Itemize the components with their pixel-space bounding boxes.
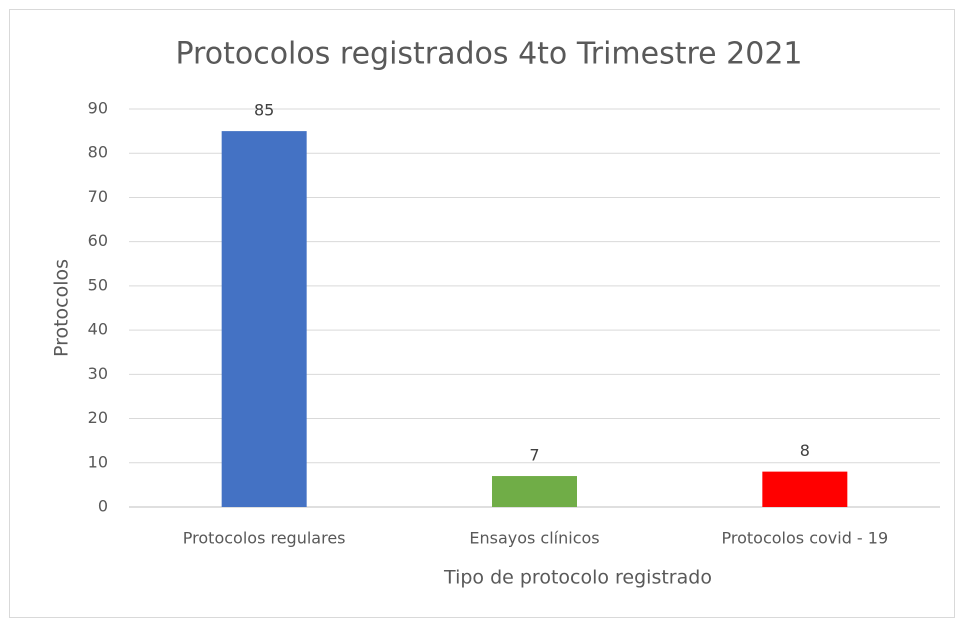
y-tick-label: 70 bbox=[88, 187, 108, 206]
data-label: 8 bbox=[800, 441, 810, 460]
y-tick-label: 40 bbox=[88, 320, 108, 339]
data-label: 7 bbox=[529, 446, 539, 465]
bar bbox=[221, 131, 307, 507]
chart-title: Protocolos registrados 4to Trimestre 202… bbox=[175, 37, 802, 72]
x-tick-label: Protocolos regulares bbox=[183, 529, 346, 548]
y-tick-label: 0 bbox=[98, 497, 108, 516]
y-tick-label: 90 bbox=[88, 99, 108, 118]
y-tick-label: 30 bbox=[88, 364, 108, 383]
bar bbox=[762, 471, 848, 507]
x-tick-label: Ensayos clínicos bbox=[469, 529, 599, 548]
x-tick-label: Protocolos covid - 19 bbox=[722, 529, 889, 548]
y-tick-label: 60 bbox=[88, 231, 108, 250]
x-axis-title: Tipo de protocolo registrado bbox=[443, 567, 712, 589]
y-tick-label: 80 bbox=[88, 143, 108, 162]
y-tick-label: 50 bbox=[88, 275, 108, 294]
bar bbox=[492, 476, 577, 507]
chart-border bbox=[9, 9, 955, 618]
data-label: 85 bbox=[254, 101, 274, 120]
y-tick-label: 10 bbox=[88, 452, 108, 471]
y-axis-title: Protocolos bbox=[51, 259, 73, 357]
y-tick-label: 20 bbox=[88, 408, 108, 427]
